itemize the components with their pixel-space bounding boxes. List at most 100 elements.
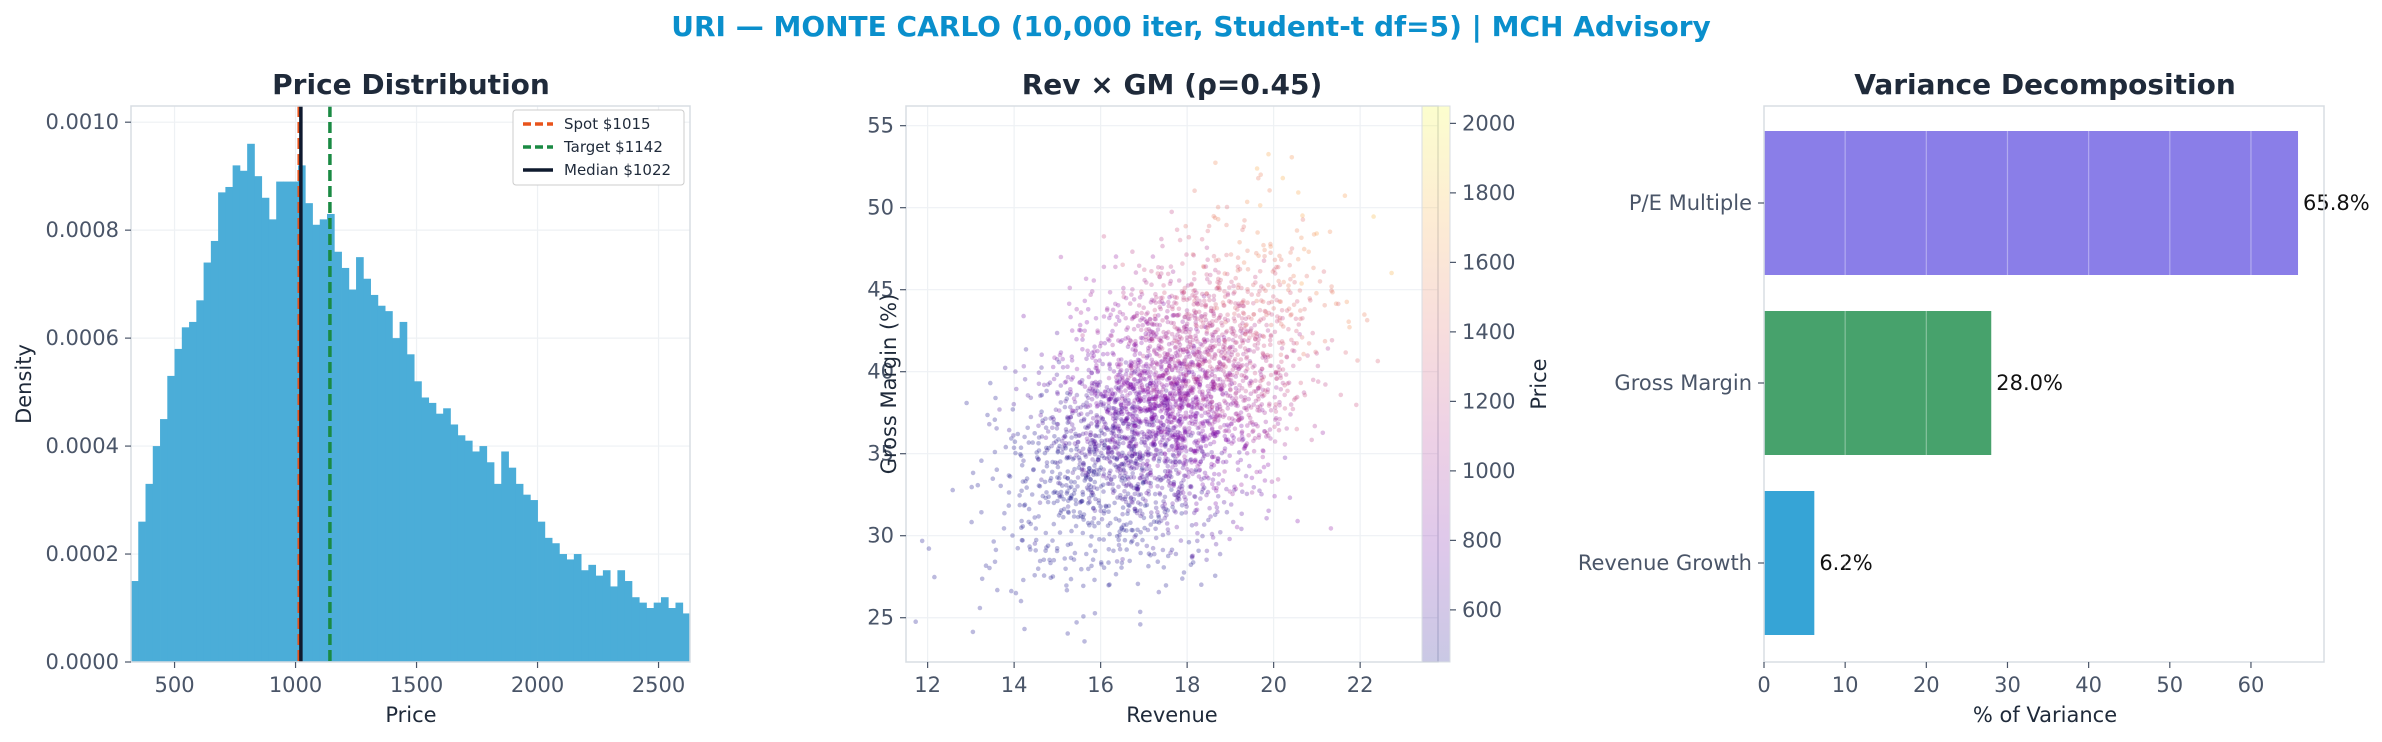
scatter-point [1219, 320, 1224, 326]
scatter-point [1172, 382, 1178, 388]
scatter-point [1086, 352, 1091, 358]
scatter-point [1175, 358, 1181, 364]
scatter-point [1076, 465, 1082, 471]
scatter-point [1288, 290, 1293, 296]
scatter-point [1354, 402, 1359, 408]
scatter-point [1198, 379, 1203, 385]
scatter-point [1207, 364, 1213, 369]
scatter-point [1191, 343, 1197, 349]
scatter-point [1122, 473, 1127, 479]
scatter-point [1180, 397, 1186, 403]
scatter-point [1182, 427, 1187, 432]
scatter-point [1068, 414, 1074, 420]
scatter-point [1083, 425, 1088, 430]
scatter-point [1153, 452, 1158, 458]
scatter-point [1164, 331, 1169, 336]
scatter-point [1156, 430, 1161, 435]
scatter-point [970, 470, 976, 476]
scatter-point [1170, 411, 1175, 417]
scatter-point [1182, 416, 1188, 422]
scatter-point [1198, 318, 1204, 323]
scatter-point [1233, 365, 1239, 371]
scatter-point [1253, 280, 1258, 285]
scatter-point [1202, 339, 1208, 344]
scatter-point [1207, 422, 1212, 427]
scatter-point [1110, 413, 1116, 418]
scatter-point [1154, 322, 1160, 328]
scatter-point [1191, 448, 1196, 454]
scatter-point [1182, 425, 1187, 431]
scatter-point [1199, 406, 1204, 411]
scatter-point [1169, 340, 1175, 346]
scatter-point [1291, 348, 1297, 354]
scatter-point [1174, 295, 1180, 301]
scatter-point [1329, 288, 1334, 293]
scatter-point [1212, 416, 1218, 421]
scatter-point [1116, 484, 1121, 490]
scatter-point [1104, 475, 1109, 481]
scatter-point [1153, 500, 1159, 505]
scatter-point [1083, 454, 1089, 459]
scatter-point [1157, 426, 1163, 432]
scatter-point [1120, 421, 1126, 426]
scatter-point [1257, 307, 1263, 313]
scatter-point [1258, 372, 1264, 378]
scatter-point [1077, 379, 1083, 385]
scatter-point [1110, 342, 1115, 348]
scatter-point [1112, 425, 1117, 431]
scatter-point [1125, 335, 1131, 340]
scatter-point [1080, 347, 1085, 352]
scatter-point [1162, 334, 1167, 340]
scatter-point [1195, 380, 1201, 385]
scatter-point [1013, 450, 1018, 456]
scatter-point [1118, 389, 1124, 394]
scatter-point [1139, 467, 1145, 473]
scatter-point [1294, 328, 1299, 334]
scatter-point [1079, 450, 1084, 456]
scatter-point [1189, 409, 1194, 414]
scatter-point [1224, 428, 1229, 433]
scatter-point [1066, 301, 1072, 307]
scatter-point [1188, 414, 1194, 420]
scatter-point [1233, 395, 1239, 401]
scatter-point [1221, 303, 1226, 308]
scatter-point [1086, 367, 1092, 373]
scatter-point [1043, 416, 1048, 422]
scatter-point [1247, 335, 1252, 341]
scatter-point [1169, 331, 1175, 337]
scatter-point [1225, 393, 1231, 398]
scatter-point [1049, 443, 1054, 449]
scatter-point [1208, 343, 1213, 349]
scatter-point [1150, 415, 1155, 421]
scatter-point [1242, 445, 1248, 451]
scatter-point [1162, 501, 1168, 507]
scatter-point [1131, 384, 1136, 390]
scatter-point [1168, 550, 1173, 555]
scatter-point [1314, 290, 1319, 296]
scatter-point [1164, 473, 1169, 479]
colorbar-tick-label: 1600 [1462, 250, 1515, 274]
scatter-point [1089, 396, 1095, 402]
histogram-bar [435, 413, 444, 662]
scatter-point [1165, 457, 1170, 462]
scatter-point [1121, 435, 1127, 441]
scatter-point [1165, 352, 1170, 357]
scatter-grid [906, 106, 1438, 662]
scatter-point [1130, 315, 1136, 320]
scatter-point [1129, 464, 1135, 470]
scatter-point [1118, 401, 1123, 406]
y-tick-label: 0.0008 [46, 218, 119, 242]
scatter-point [1196, 346, 1202, 352]
scatter-point [1221, 347, 1226, 352]
scatter-point [1064, 583, 1069, 588]
scatter-point [997, 407, 1002, 412]
scatter-point [1071, 491, 1077, 496]
scatter-point [1081, 402, 1086, 408]
scatter-point [1123, 315, 1128, 321]
scatter-point [1191, 448, 1197, 454]
scatter-point [1192, 458, 1197, 464]
scatter-point [1222, 316, 1228, 322]
scatter-point [1094, 414, 1100, 420]
scatter-point [1054, 330, 1060, 336]
scatter-point [1094, 467, 1099, 473]
